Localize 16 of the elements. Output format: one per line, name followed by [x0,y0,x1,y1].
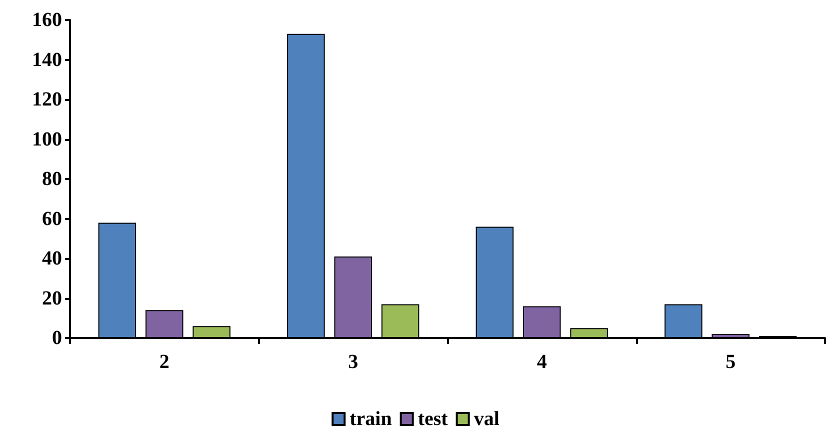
x-tick-label: 4 [536,351,547,373]
y-tick-label: 20 [42,287,62,310]
y-tick-label: 40 [42,248,62,270]
y-tick-label: 140 [32,48,62,71]
y-tick-label: 160 [32,9,62,31]
legend-label: test [418,408,448,430]
legend-label: val [474,408,500,430]
y-tick-label: 80 [42,168,62,190]
legend-label: train [350,408,392,430]
y-tick-label: 100 [32,128,62,150]
y-tick-label: 120 [32,88,62,110]
y-tick-label: 60 [42,208,62,230]
x-tick-label: 2 [159,351,170,373]
x-tick-label: 3 [348,351,358,373]
y-tick-label: 0 [52,327,62,349]
x-tick-label: 5 [726,351,736,373]
